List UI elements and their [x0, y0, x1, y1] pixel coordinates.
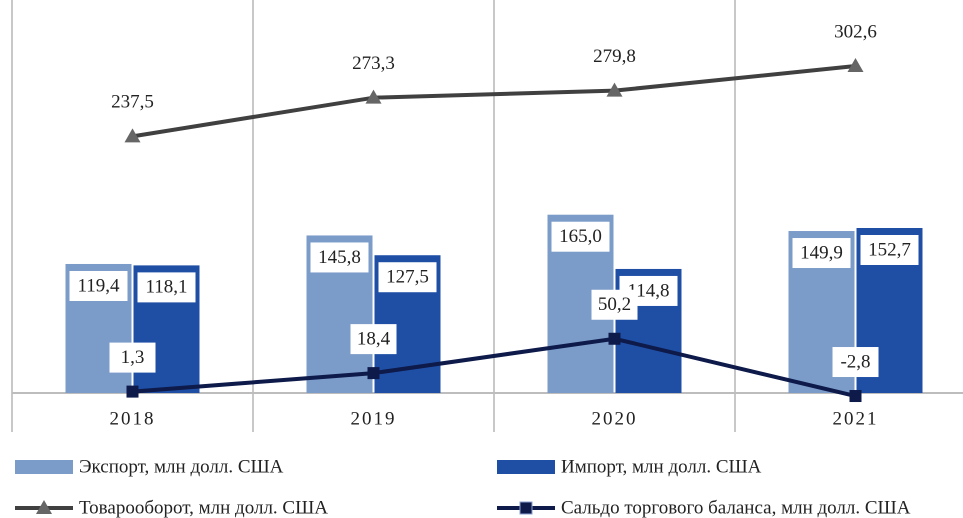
data-label: 18,4: [357, 328, 391, 349]
line: [132, 64, 856, 139]
legend-label: Экспорт, млн долл. США: [79, 456, 284, 477]
label-box: [792, 238, 851, 269]
marker: [367, 367, 380, 380]
legend-label: Товарооборот, млн долл. США: [79, 497, 328, 518]
label-box: [551, 221, 610, 252]
legend-label: Импорт, млн долл. США: [561, 456, 762, 477]
label-box: [342, 48, 405, 79]
label-box: [860, 234, 919, 265]
data-label: 118,1: [145, 277, 187, 298]
label-box: [69, 270, 128, 301]
marker: [126, 385, 139, 398]
data-label: 152,7: [868, 239, 911, 260]
x-tick-label: 2021: [833, 408, 879, 429]
legend-swatch: [497, 460, 555, 474]
data-label: 237,5: [111, 92, 154, 113]
legend-swatch: [15, 460, 73, 474]
line: [132, 336, 856, 398]
data-label: 302,6: [834, 21, 877, 42]
label-box: [583, 41, 646, 72]
marker: [847, 58, 864, 73]
data-label: 149,9: [800, 242, 843, 263]
data-label: 145,8: [318, 247, 361, 268]
legend-label: Сальдо торгового баланса, млн долл. США: [561, 497, 911, 518]
label-box: [109, 342, 156, 373]
x-tick-label: 2020: [592, 408, 638, 429]
data-label: 114,8: [627, 280, 669, 301]
data-label: 273,3: [352, 53, 395, 74]
marker: [124, 128, 141, 143]
label-box: [310, 242, 369, 273]
label-box: [137, 272, 196, 303]
legend-marker: [519, 501, 533, 515]
data-label: 279,8: [593, 46, 636, 67]
x-tick-label: 2019: [351, 408, 397, 429]
data-label: 127,5: [386, 267, 429, 288]
data-label: 1,3: [121, 347, 145, 368]
data-label: 165,0: [559, 226, 602, 247]
marker: [606, 82, 623, 97]
data-label: -2,8: [840, 351, 870, 372]
marker: [365, 89, 382, 104]
label-box: [350, 324, 397, 355]
label-box: [101, 87, 164, 118]
legend-marker: [36, 500, 52, 514]
data-label: 119,4: [77, 275, 120, 296]
label-box: [378, 262, 437, 293]
data-label: 50,2: [598, 294, 631, 315]
label-box: [591, 289, 638, 320]
marker: [608, 332, 621, 345]
label-box: [832, 347, 879, 378]
x-tick-label: 2018: [110, 408, 156, 429]
label-box: [824, 17, 887, 48]
marker: [849, 390, 862, 403]
